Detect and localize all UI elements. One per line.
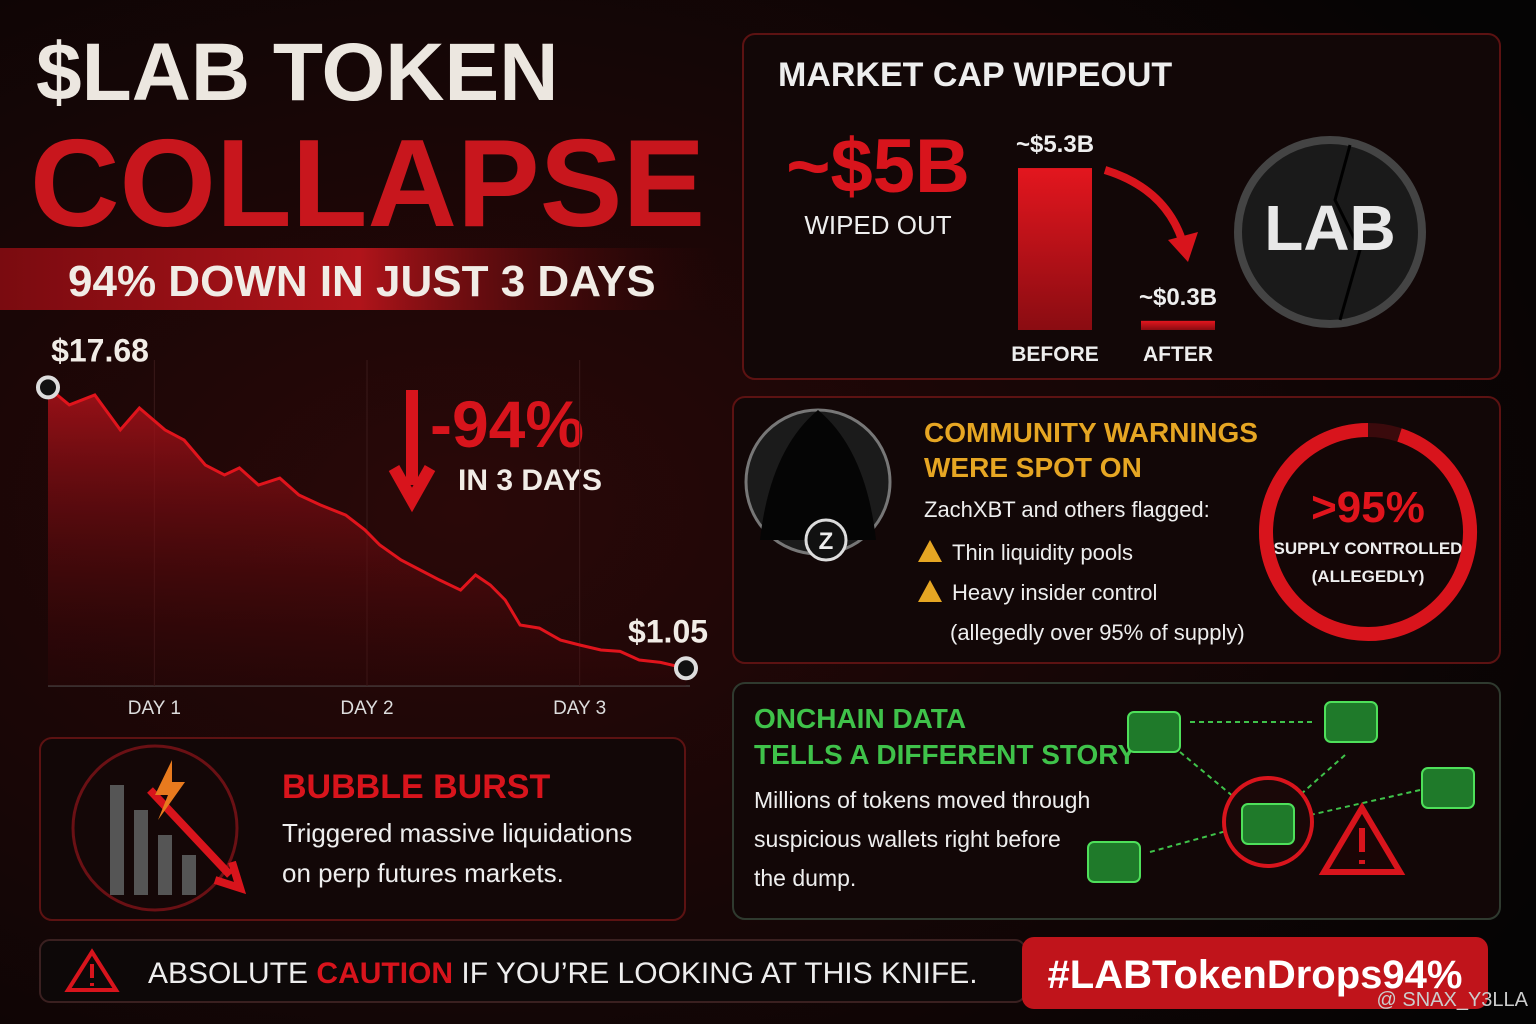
warnings-title: COMMUNITY WARNINGS	[924, 417, 1258, 448]
bar	[1018, 168, 1092, 330]
bubble-text: Triggered massive liquidations	[282, 818, 632, 848]
price-area	[48, 387, 686, 686]
bubble-icon-arrow	[147, 787, 247, 895]
ring-label: >95%	[1311, 483, 1425, 532]
bar	[1141, 320, 1215, 330]
wallet	[1421, 767, 1475, 809]
bubble-title: BUBBLE BURST	[282, 768, 550, 806]
icon-bar	[134, 810, 148, 895]
bolt	[155, 760, 185, 820]
market-cap-title: MARKET CAP WIPEOUT	[778, 56, 1172, 94]
bubble-icon-bars	[110, 785, 196, 895]
wallets	[1087, 701, 1475, 883]
warning-note: (allegedly over 95% of supply)	[950, 620, 1245, 645]
bar-category: AFTER	[1143, 343, 1213, 366]
link	[1149, 721, 1421, 853]
ring-caption: SUPPLY CONTROLLED	[1274, 539, 1463, 558]
bubble-text: on perp futures markets.	[282, 858, 564, 888]
wipe-caption: WIPED OUT	[804, 210, 951, 240]
warning-emphasis: CAUTION	[316, 957, 453, 990]
drop-caption: IN 3 DAYS	[458, 464, 602, 497]
watermark: @ SNAX_Y3LLA	[1377, 989, 1529, 1011]
bar-value-label: ~$5.3B	[1016, 131, 1094, 158]
warning-item: Thin liquidity pools	[952, 540, 1133, 565]
warnings-intro: ZachXBT and others flagged:	[924, 497, 1210, 522]
price-line	[47, 386, 687, 670]
subtitle-band	[0, 248, 720, 310]
supply-ring	[1259, 423, 1477, 641]
wipe-amount: ~$5B	[786, 124, 970, 209]
warning-suffix: IF YOU’RE LOOKING AT THIS KNIFE.	[461, 957, 977, 990]
coin	[1234, 136, 1426, 328]
drop-arrow-head	[1168, 232, 1198, 262]
x-tick-label: DAY 1	[128, 698, 181, 719]
bubble-icon	[71, 744, 239, 912]
title-emphasis: COLLAPSE	[30, 115, 705, 253]
price-label: $17.68	[51, 332, 149, 368]
wallet	[1127, 711, 1181, 753]
warning-item: Heavy insider control	[952, 580, 1157, 605]
hashtag: #LABTokenDrops94%	[1048, 953, 1463, 997]
onchain-text: suspicious wallets right before	[754, 826, 1061, 852]
caution-icon	[64, 948, 120, 992]
subtitle: 94% DOWN IN JUST 3 DAYS	[68, 257, 656, 306]
icon-bar	[158, 835, 172, 895]
onchain-text: Millions of tokens moved through	[754, 787, 1090, 813]
coin-label: LAB	[1264, 192, 1396, 264]
warning-prefix: ABSOLUTE	[148, 957, 308, 990]
warnings-title: WERE SPOT ON	[924, 452, 1142, 483]
drop-annotation: -94%	[430, 387, 584, 461]
icon-bar	[110, 785, 124, 895]
footer-warning: ABSOLUTE CAUTION IF YOU’RE LOOKING AT TH…	[148, 957, 978, 990]
price-label: $1.05	[628, 613, 708, 649]
onchain-title: TELLS A DIFFERENT STORY	[754, 739, 1136, 770]
avatar-badge	[804, 518, 848, 562]
x-tick-label: DAY 3	[553, 698, 606, 719]
hashtag-box	[1022, 937, 1488, 1009]
wallet-links	[1149, 721, 1421, 853]
price-marker	[674, 656, 698, 681]
wallet	[1087, 841, 1141, 883]
title: $LAB TOKEN	[36, 27, 558, 118]
drop-arrow	[388, 390, 436, 513]
coin-crack	[1333, 144, 1362, 321]
bar-category: BEFORE	[1011, 343, 1099, 366]
ring-caption-note: (ALLEGEDLY)	[1312, 567, 1425, 586]
bar-value-label: ~$0.3B	[1139, 284, 1217, 311]
avatar-hood	[760, 410, 876, 540]
wallet	[1241, 803, 1295, 845]
avatar-label: Z	[819, 528, 834, 555]
warning-icons	[918, 540, 942, 602]
icon-bar	[182, 855, 196, 895]
wallet	[1324, 701, 1378, 743]
onchain-text: the dump.	[754, 865, 856, 891]
x-tick-label: DAY 2	[340, 698, 393, 719]
onchain-title: ONCHAIN DATA	[754, 703, 966, 734]
onchain-panel	[732, 682, 1501, 920]
price-marker	[36, 375, 60, 400]
